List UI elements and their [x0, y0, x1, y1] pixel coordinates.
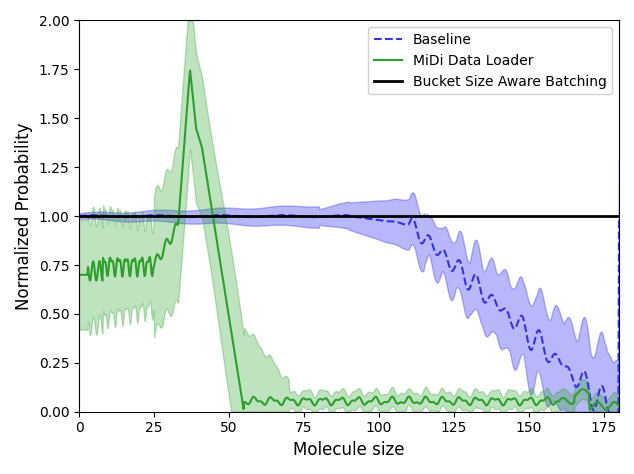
MiDi Data Loader: [186, 68, 194, 73]
Bucket Size Aware Batching: [615, 213, 623, 219]
MiDi Data Loader: [615, 403, 623, 409]
Baseline: [615, 214, 623, 219]
Line: Baseline: Baseline: [79, 215, 619, 421]
MiDi Data Loader: [134, 271, 141, 277]
Baseline: [280, 212, 287, 218]
MiDi Data Loader: [482, 402, 490, 408]
MiDi Data Loader: [75, 272, 83, 278]
Baseline: [134, 214, 141, 219]
Bucket Size Aware Batching: [216, 213, 223, 219]
Bucket Size Aware Batching: [134, 213, 141, 219]
Y-axis label: Normalized Probability: Normalized Probability: [15, 122, 33, 310]
MiDi Data Loader: [602, 407, 609, 412]
Baseline: [460, 274, 468, 280]
Baseline: [306, 214, 314, 220]
Bucket Size Aware Batching: [541, 213, 549, 219]
MiDi Data Loader: [460, 398, 468, 403]
Bucket Size Aware Batching: [482, 213, 489, 219]
MiDi Data Loader: [216, 259, 224, 264]
Baseline: [75, 213, 83, 219]
MiDi Data Loader: [542, 396, 550, 401]
Legend: Baseline, MiDi Data Loader, Bucket Size Aware Batching: Baseline, MiDi Data Loader, Bucket Size …: [368, 27, 612, 94]
Bucket Size Aware Batching: [75, 213, 83, 219]
Baseline: [482, 299, 490, 305]
MiDi Data Loader: [306, 397, 314, 402]
Bucket Size Aware Batching: [306, 213, 313, 219]
X-axis label: Molecule size: Molecule size: [294, 441, 404, 459]
Bucket Size Aware Batching: [460, 213, 467, 219]
Baseline: [609, 418, 617, 424]
Line: MiDi Data Loader: MiDi Data Loader: [79, 71, 619, 410]
Baseline: [216, 212, 223, 218]
Baseline: [542, 354, 550, 360]
